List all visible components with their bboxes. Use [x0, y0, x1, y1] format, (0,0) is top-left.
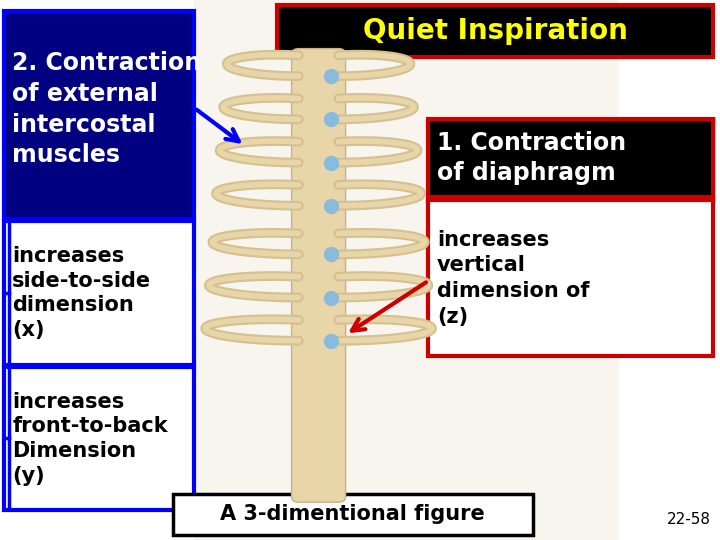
- FancyBboxPatch shape: [292, 49, 346, 502]
- FancyBboxPatch shape: [277, 5, 713, 57]
- FancyBboxPatch shape: [428, 119, 713, 197]
- FancyBboxPatch shape: [173, 494, 533, 535]
- Text: 22-58: 22-58: [667, 511, 711, 526]
- Text: increases
side-to-side
dimension
(x): increases side-to-side dimension (x): [12, 246, 151, 340]
- Text: 1. Contraction
of diaphragm: 1. Contraction of diaphragm: [437, 131, 626, 185]
- FancyBboxPatch shape: [428, 200, 713, 356]
- FancyBboxPatch shape: [4, 11, 194, 219]
- Text: A 3-dimentional figure: A 3-dimentional figure: [220, 504, 485, 524]
- Text: increases
vertical
dimension of
(z): increases vertical dimension of (z): [437, 230, 590, 327]
- Text: 2. Contraction
of external
intercostal
muscles: 2. Contraction of external intercostal m…: [12, 51, 202, 167]
- Text: increases
front-to-back
Dimension
(y): increases front-to-back Dimension (y): [12, 392, 168, 486]
- FancyBboxPatch shape: [4, 221, 194, 364]
- FancyBboxPatch shape: [4, 367, 194, 510]
- FancyBboxPatch shape: [194, 0, 619, 540]
- Text: Quiet Inspiration: Quiet Inspiration: [363, 17, 627, 45]
